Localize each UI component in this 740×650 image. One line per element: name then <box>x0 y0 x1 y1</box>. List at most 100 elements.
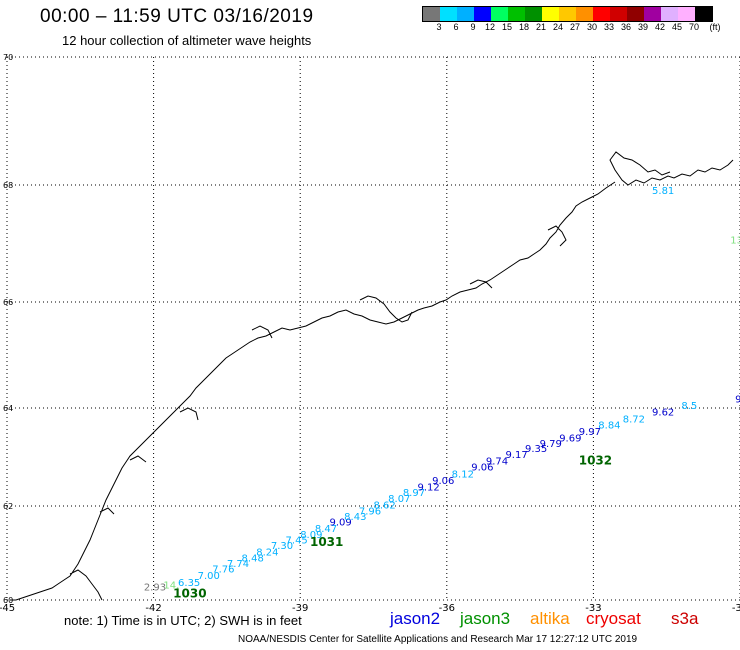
colorbar-label: 33 <box>603 22 615 32</box>
swh-value: 8.48 <box>242 553 264 564</box>
lat-tick-label: 60 <box>3 596 13 605</box>
swh-value: 7.00 <box>198 571 220 582</box>
swh-value: 2.93 <box>144 583 166 594</box>
lon-tick-label: -42 <box>145 603 161 614</box>
swh-value: 8.84 <box>598 421 620 432</box>
colorbar-swatch <box>508 7 525 21</box>
colorbar-swatch <box>576 7 593 21</box>
lon-tick-label: -39 <box>292 603 308 614</box>
swh-value: 9.74 <box>486 456 508 467</box>
colorbar-label: 9 <box>470 22 476 32</box>
colorbar-unit: (ft) <box>709 22 721 32</box>
lat-tick-label: 68 <box>3 181 13 190</box>
legend-jason3: jason3 <box>460 609 511 628</box>
swh-value: 9.35 <box>525 444 547 455</box>
colorbar-swatch <box>457 7 474 21</box>
swh-value: 5.81 <box>652 186 674 197</box>
lat-tick-label: 62 <box>3 502 13 511</box>
legend-altika: altika <box>530 609 570 628</box>
swh-value: 9.97 <box>579 427 601 438</box>
legend-s3a: s3a <box>671 609 699 628</box>
legend-cryosat: cryosat <box>586 609 641 628</box>
lon-tick-label: -45 <box>0 603 15 614</box>
colorbar-label: 18 <box>518 22 530 32</box>
swh-value: 9. <box>735 395 740 406</box>
lat-tick-label: 66 <box>3 298 13 307</box>
swh-value: 7.45 <box>286 536 308 547</box>
swh-value: 13.4 <box>730 236 740 247</box>
colorbar-label: 27 <box>569 22 581 32</box>
swh-value: 7.30 <box>271 541 293 552</box>
colorbar-swatch <box>491 7 508 21</box>
colorbar-label: 15 <box>501 22 513 32</box>
colorbar-swatch <box>644 7 661 21</box>
swh-value: 9.06 <box>432 476 454 487</box>
time-marker: 1030 <box>173 587 206 601</box>
swh-value: 9.79 <box>540 439 562 450</box>
colorbar-labels: 3 6 9 12 15 18 21 24 27 30 33 36 39 42 45 70 (ft) <box>422 22 740 34</box>
swh-value: 7.74 <box>227 559 249 570</box>
swh-value: 6.35 <box>178 578 200 589</box>
colorbar-label: 42 <box>654 22 666 32</box>
colorbar-swatch <box>474 7 491 21</box>
footer-note: note: 1) Time is in UTC; 2) SWH is in fe… <box>64 613 302 628</box>
colorbar-swatch <box>695 7 712 21</box>
swh-value: 9.06 <box>471 463 493 474</box>
swh-value: 8.24 <box>256 547 278 558</box>
colorbar-label: 3 <box>436 22 442 32</box>
colorbar-label: 39 <box>637 22 649 32</box>
lat-tick-label: 70 <box>3 53 13 62</box>
time-marker: 1032 <box>579 453 612 467</box>
colorbar-swatch <box>610 7 627 21</box>
map-title: 00:00 – 11:59 UTC 03/16/2019 <box>40 6 314 27</box>
greenland-coastline <box>10 151 734 601</box>
colorbar-label: 24 <box>552 22 564 32</box>
wave-height-colorbar <box>422 6 713 22</box>
colorbar-swatch <box>423 7 440 21</box>
lat-tick-label: 64 <box>3 404 13 413</box>
colorbar-label: 70 <box>688 22 700 32</box>
credits-line: NOAA/NESDIS Center for Satellite Applica… <box>238 634 638 645</box>
colorbar-swatch <box>542 7 559 21</box>
swh-value: 7.76 <box>212 565 234 576</box>
swh-value: 7.96 <box>359 506 381 517</box>
swh-value: 8.43 <box>344 512 366 523</box>
legend-jason2: jason2 <box>390 609 441 628</box>
lat-lon-grid <box>6 56 740 601</box>
time-markers: 1030 1031 1032 <box>173 453 612 600</box>
map-subtitle: 12 hour collection of altimeter wave hei… <box>62 33 312 48</box>
swh-value: 9.12 <box>417 482 439 493</box>
colorbar-swatch <box>661 7 678 21</box>
lon-tick-label: -30 <box>732 603 740 614</box>
swh-value: 8.09 <box>300 530 322 541</box>
swh-value: 8.12 <box>452 470 474 481</box>
colorbar-swatch <box>593 7 610 21</box>
lon-tick-label: -33 <box>585 603 601 614</box>
colorbar-swatch <box>678 7 695 21</box>
swh-value: 8.62 <box>374 500 396 511</box>
colorbar-label: 30 <box>586 22 598 32</box>
swh-track: 14.2.93 6.357.007.767.748.488.247.307.458… <box>144 186 740 594</box>
swh-value: 14. <box>163 580 179 591</box>
colorbar-label: 12 <box>484 22 496 32</box>
colorbar-label: 21 <box>535 22 547 32</box>
map-frame <box>7 57 740 601</box>
swh-value: 8.72 <box>623 415 645 426</box>
colorbar-swatch <box>627 7 644 21</box>
time-marker: 1031 <box>310 535 343 549</box>
swh-value: 9.09 <box>330 518 352 529</box>
swh-value: 9.62 <box>652 407 674 418</box>
swh-value: 8.07 <box>388 494 410 505</box>
colorbar-swatch <box>525 7 542 21</box>
colorbar-label: 6 <box>453 22 459 32</box>
colorbar-swatch <box>559 7 576 21</box>
swh-value: 8.47 <box>315 524 337 535</box>
swh-value: 9.17 <box>505 450 527 461</box>
axis-labels: 70 68 66 64 62 60-45 -42 -39 -36 -33 -30 <box>0 53 740 614</box>
lon-tick-label: -36 <box>439 603 455 614</box>
colorbar-swatch <box>440 7 457 21</box>
colorbar-label: 45 <box>671 22 683 32</box>
coastline-path <box>10 151 734 601</box>
swh-value: 8.97 <box>403 488 425 499</box>
